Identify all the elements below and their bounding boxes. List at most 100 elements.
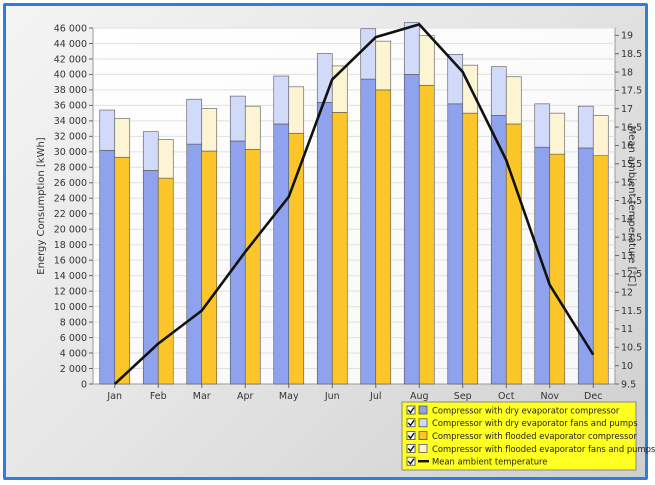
bar-segment (99, 109, 116, 151)
check-icon (407, 458, 415, 465)
bar-segment (99, 149, 116, 385)
x-axis-ticks: Jan Feb Mar Apr May Jun Jul Aug Sep Oct Nov Dec (106, 384, 602, 402)
x-tick-label: Dec (584, 391, 602, 402)
x-tick-label: May (279, 391, 299, 402)
bar-segment (316, 101, 333, 385)
legend-label: Compressor with dry evaporator compresso… (432, 405, 620, 415)
legend-label: Mean ambient temperature (432, 457, 547, 467)
legend-checkbox[interactable] (406, 443, 416, 453)
plot-area (92, 27, 616, 385)
y2-axis-ticks: 9.5 10 10.5 11 11.5 12 12.5 13 13.5 14 14.5 15 15.5 1… (615, 31, 642, 390)
bar-segment (273, 75, 290, 125)
y2-tick-label: 9.5 (621, 379, 636, 390)
bar-segment (418, 35, 435, 86)
y2-tick-label: 13 (621, 251, 633, 262)
y2-tick-label: 12 (621, 288, 633, 299)
bar-segment (403, 22, 420, 75)
y2-tick-label: 16 (621, 141, 633, 152)
bar-segment (403, 74, 420, 385)
y2-tick-label: 17 (621, 104, 633, 115)
bar-segment (114, 156, 131, 385)
bar-segment (592, 115, 609, 156)
check-icon (407, 419, 415, 427)
gridlines (93, 27, 615, 370)
bar-segment (462, 112, 479, 385)
legend-checkbox[interactable] (406, 431, 416, 441)
y2-tick-label: 10.5 (621, 343, 642, 354)
x-tick-label: Nov (540, 391, 559, 402)
y2-tick-label: 14.5 (621, 196, 642, 207)
bar-segment (549, 153, 566, 385)
y-tick-label: 20 000 (54, 225, 87, 236)
y-tick-label: 4 000 (60, 348, 87, 359)
bar-segment (447, 103, 464, 385)
temperature-line (113, 23, 595, 385)
bar-segment (360, 28, 377, 80)
y2-tick-label: 11 (621, 324, 633, 335)
legend-checkbox[interactable] (406, 456, 416, 466)
y-tick-label: 2 000 (60, 364, 87, 375)
y-tick-label: 38 000 (54, 85, 87, 96)
y-tick-label: 30 000 (54, 147, 87, 158)
y-axis-title: Energy Consumption [kWh] (36, 137, 47, 275)
y-tick-label: 12 000 (54, 286, 87, 297)
y-tick-label: 0 (81, 379, 87, 390)
check-icon (407, 445, 415, 453)
legend: Compressor with dry evaporator compresso… (401, 401, 655, 471)
bar-segment (186, 143, 203, 385)
bar-segment (505, 76, 522, 125)
y-tick-label: 16 000 (54, 255, 87, 266)
bar-segment (490, 66, 507, 116)
bar-segment (592, 155, 609, 385)
legend-checkbox[interactable] (406, 418, 416, 428)
y-tick-label: 24 000 (54, 194, 87, 205)
y2-tick-label: 18.5 (621, 49, 642, 60)
bar-segment (375, 89, 392, 385)
y-tick-label: 34 000 (54, 116, 87, 127)
legend-swatch (418, 431, 428, 440)
bar-segment (201, 150, 218, 385)
y2-tick-label: 16.5 (621, 122, 642, 133)
bar-segment (534, 103, 551, 148)
y-tick-label: 8 000 (60, 317, 87, 328)
y2-axis-title: Mean ambient temperature [°C] (626, 126, 637, 287)
bar-segment (142, 131, 159, 171)
check-icon (407, 407, 415, 414)
bar-segment (360, 78, 377, 385)
y2-tick-label: 18 (621, 67, 633, 78)
legend-label: Compressor with flooded evaporator fans … (432, 444, 655, 454)
y2-tick-label: 11.5 (621, 306, 642, 317)
bar-segment (331, 112, 348, 385)
bar-segment (229, 95, 246, 142)
y2-tick-label: 13.5 (621, 232, 642, 243)
y-tick-label: 22 000 (54, 209, 87, 220)
bar-segment (418, 84, 435, 385)
temperature-line-group (113, 23, 595, 385)
y-tick-label: 46 000 (54, 23, 87, 34)
bar-segment (273, 123, 290, 385)
y-tick-label: 36 000 (54, 101, 87, 112)
bar-segment (157, 139, 174, 179)
bar-segment (447, 54, 464, 105)
y-tick-label: 40 000 (54, 70, 87, 81)
y2-tick-label: 14 (621, 214, 633, 225)
bar-segment (577, 105, 594, 149)
x-tick-label: Jul (369, 391, 381, 402)
y-tick-label: 14 000 (54, 271, 87, 282)
x-tick-label: Jun (324, 391, 340, 402)
legend-checkbox[interactable] (406, 405, 416, 415)
bar-segment (157, 177, 174, 385)
y2-tick-label: 10 (621, 361, 633, 372)
legend-swatch (418, 418, 428, 428)
y-tick-label: 32 000 (54, 132, 87, 143)
y-tick-label: 26 000 (54, 178, 87, 189)
x-tick-label: Apr (237, 391, 254, 402)
bar-segment (375, 40, 392, 91)
y2-tick-label: 12.5 (621, 269, 642, 280)
bar-segment (201, 108, 218, 152)
bar-segment (316, 53, 333, 103)
legend-label: Compressor with flooded evaporator compr… (432, 431, 637, 441)
check-icon (407, 432, 415, 440)
y-tick-label: 44 000 (54, 39, 87, 50)
